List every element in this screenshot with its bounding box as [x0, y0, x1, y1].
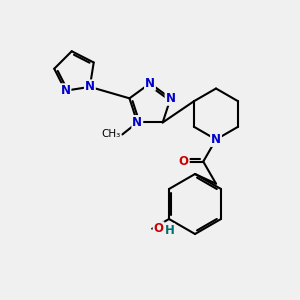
Text: O: O: [154, 222, 164, 235]
Text: CH₃: CH₃: [102, 130, 121, 140]
Text: N: N: [132, 116, 142, 129]
Text: N: N: [166, 92, 176, 105]
Text: N: N: [145, 77, 155, 90]
Text: N: N: [211, 133, 221, 146]
Text: O: O: [179, 155, 189, 168]
Text: H: H: [165, 224, 175, 237]
Text: N: N: [61, 84, 70, 97]
Text: N: N: [85, 80, 95, 93]
